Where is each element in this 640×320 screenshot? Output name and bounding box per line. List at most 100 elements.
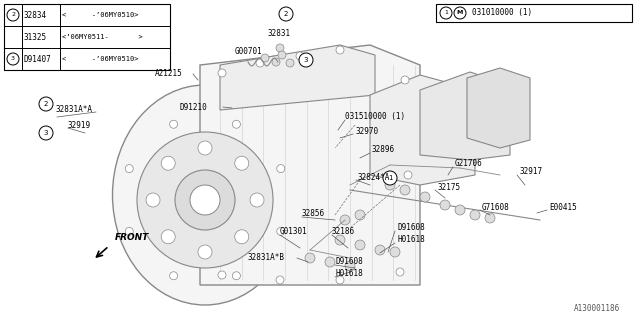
Text: D91608: D91608 — [397, 223, 425, 233]
Circle shape — [296, 52, 304, 60]
Circle shape — [355, 210, 365, 220]
Text: 3: 3 — [11, 57, 15, 61]
Circle shape — [455, 205, 465, 215]
Text: 32175: 32175 — [437, 182, 460, 191]
Circle shape — [336, 276, 344, 284]
Text: 2: 2 — [44, 101, 48, 107]
Text: 1: 1 — [388, 175, 392, 181]
Circle shape — [170, 120, 178, 128]
Text: 32896: 32896 — [372, 146, 395, 155]
Circle shape — [198, 245, 212, 259]
Text: A130001186: A130001186 — [573, 304, 620, 313]
Circle shape — [261, 54, 269, 62]
Text: A21215: A21215 — [155, 69, 183, 78]
Circle shape — [325, 257, 335, 267]
Ellipse shape — [113, 85, 298, 305]
Text: 32831A*B: 32831A*B — [248, 253, 285, 262]
Circle shape — [335, 235, 345, 245]
Circle shape — [276, 164, 285, 172]
Text: H01618: H01618 — [397, 236, 425, 244]
Circle shape — [218, 69, 226, 77]
Circle shape — [305, 253, 315, 263]
Text: G71608: G71608 — [482, 203, 509, 212]
Bar — [4, 4, 170, 70]
Circle shape — [161, 156, 175, 170]
Text: 32831: 32831 — [268, 29, 291, 38]
Circle shape — [175, 170, 235, 230]
Circle shape — [440, 200, 450, 210]
Text: 1: 1 — [444, 11, 448, 15]
Circle shape — [401, 76, 409, 84]
Circle shape — [375, 245, 385, 255]
Text: FRONT: FRONT — [115, 234, 149, 243]
Circle shape — [278, 51, 286, 59]
Circle shape — [39, 126, 53, 140]
Circle shape — [340, 215, 350, 225]
Circle shape — [125, 164, 133, 172]
Circle shape — [336, 46, 344, 54]
Text: G01301: G01301 — [280, 228, 308, 236]
Circle shape — [170, 272, 178, 280]
Polygon shape — [370, 75, 475, 185]
Circle shape — [232, 120, 241, 128]
Circle shape — [276, 44, 284, 52]
Circle shape — [345, 261, 355, 271]
Text: 32824*A: 32824*A — [358, 172, 390, 181]
Text: 2: 2 — [284, 11, 288, 17]
Circle shape — [198, 141, 212, 155]
Text: H01618: H01618 — [335, 269, 363, 278]
Circle shape — [7, 53, 19, 65]
Text: D91210: D91210 — [179, 102, 207, 111]
Text: 32834: 32834 — [24, 11, 47, 20]
Circle shape — [146, 193, 160, 207]
Circle shape — [301, 56, 309, 64]
Circle shape — [383, 171, 397, 185]
Circle shape — [420, 192, 430, 202]
Circle shape — [440, 7, 452, 19]
Circle shape — [161, 230, 175, 244]
Text: 31325: 31325 — [24, 33, 47, 42]
Text: 32919: 32919 — [68, 121, 91, 130]
Text: D91608: D91608 — [335, 258, 363, 267]
Circle shape — [190, 185, 220, 215]
Circle shape — [279, 7, 293, 21]
Text: <’06MY0511-       >: <’06MY0511- > — [62, 34, 143, 40]
Circle shape — [125, 228, 133, 236]
Text: 031010000 (1): 031010000 (1) — [472, 9, 532, 18]
Bar — [436, 4, 632, 22]
Text: D91407: D91407 — [24, 54, 52, 63]
Circle shape — [390, 247, 400, 257]
Circle shape — [400, 185, 410, 195]
Text: 32186: 32186 — [332, 228, 355, 236]
Polygon shape — [420, 72, 510, 160]
Text: 32856: 32856 — [302, 210, 325, 219]
Circle shape — [218, 271, 226, 279]
Circle shape — [235, 156, 249, 170]
Circle shape — [396, 268, 404, 276]
Circle shape — [454, 7, 466, 19]
Text: <      -’06MY0510>: < -’06MY0510> — [62, 56, 138, 62]
Polygon shape — [200, 45, 420, 285]
Text: G00701: G00701 — [235, 46, 263, 55]
Text: 32970: 32970 — [355, 126, 378, 135]
Circle shape — [250, 193, 264, 207]
Text: E00415: E00415 — [549, 203, 577, 212]
Circle shape — [276, 228, 285, 236]
Polygon shape — [467, 68, 530, 148]
Circle shape — [232, 272, 241, 280]
Circle shape — [137, 132, 273, 268]
Text: <      -’06MY0510>: < -’06MY0510> — [62, 12, 138, 18]
Circle shape — [385, 180, 395, 190]
Circle shape — [286, 59, 294, 67]
Circle shape — [485, 213, 495, 223]
Circle shape — [235, 230, 249, 244]
Circle shape — [404, 171, 412, 179]
Circle shape — [256, 59, 264, 67]
Text: 2: 2 — [11, 12, 15, 18]
Text: 031510000 (1): 031510000 (1) — [345, 111, 405, 121]
Circle shape — [7, 9, 19, 21]
Text: G21706: G21706 — [455, 159, 483, 169]
Circle shape — [355, 240, 365, 250]
Circle shape — [299, 53, 313, 67]
Text: 3: 3 — [44, 130, 48, 136]
